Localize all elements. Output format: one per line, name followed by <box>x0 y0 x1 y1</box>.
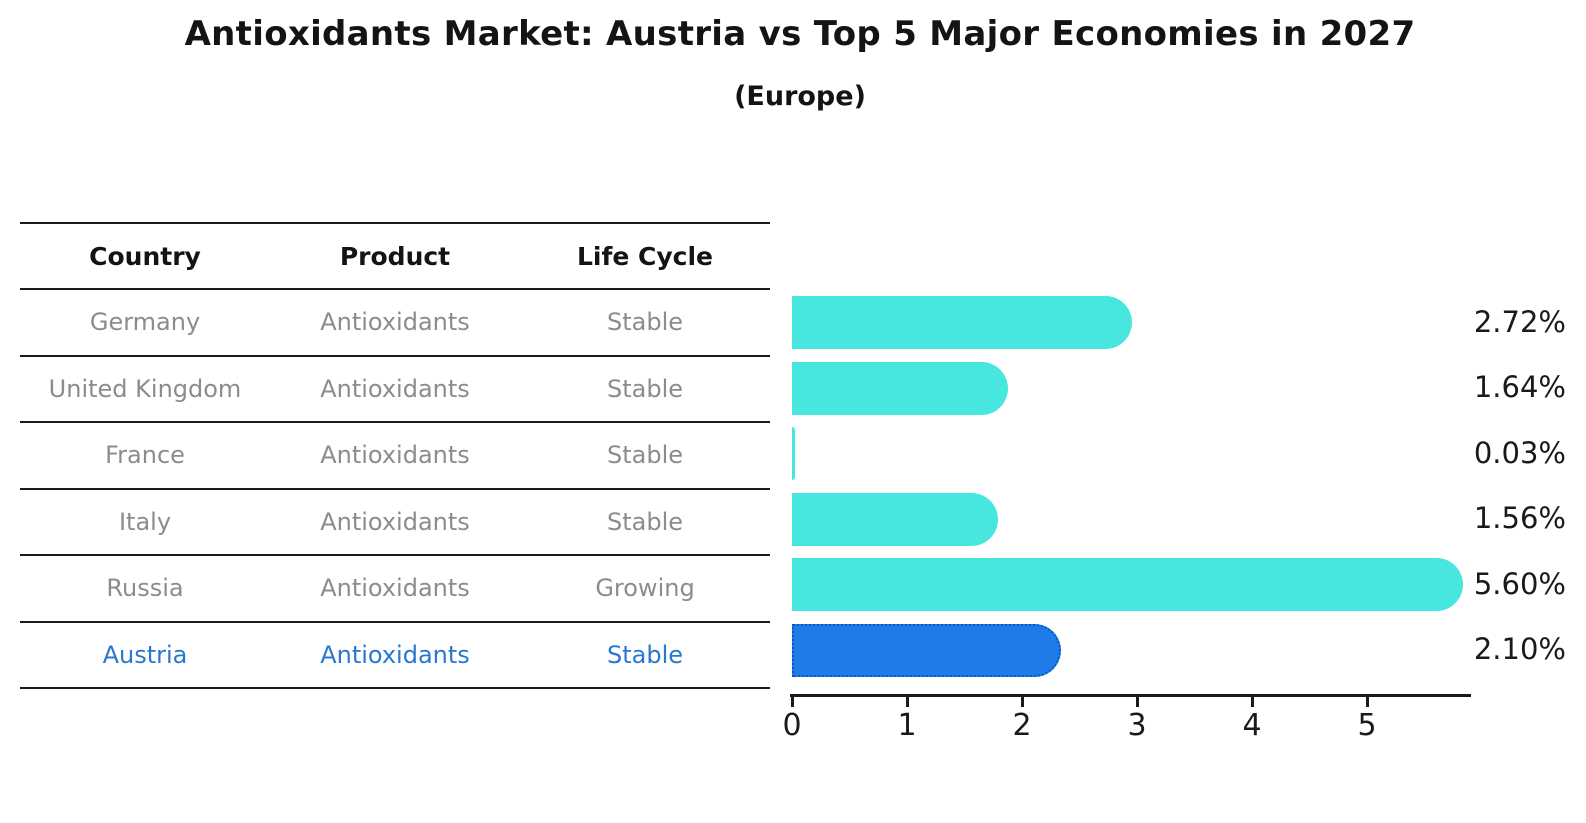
bar-germany <box>792 296 1132 349</box>
table-row-united-kingdom: United Kingdom Antioxidants Stable <box>20 357 770 423</box>
x-axis-tick <box>1135 697 1139 707</box>
life-cycle-cell: Growing <box>595 574 695 603</box>
value-label-united-kingdom: 1.64% <box>1473 370 1566 404</box>
bar-russia <box>792 558 1463 611</box>
value-label-italy: 1.56% <box>1473 501 1566 535</box>
x-axis-tick-label: 5 <box>1357 708 1377 743</box>
country-cell: United Kingdom <box>48 374 242 403</box>
product-cell: Antioxidants <box>320 374 470 403</box>
x-axis-tick <box>905 697 909 707</box>
table-row-france: France Antioxidants Stable <box>20 423 770 490</box>
x-axis-tick <box>1250 697 1254 707</box>
table-header-row: Country Product Life Cycle <box>20 224 770 290</box>
life-cycle-cell: Stable <box>606 308 684 337</box>
bar-austria <box>792 623 1061 677</box>
table-header-country: Country <box>89 241 201 271</box>
life-cycle-cell: Stable <box>606 507 684 536</box>
x-axis-tick-label: 1 <box>897 708 917 743</box>
chart-subtitle: (Europe) <box>734 81 866 112</box>
country-cell: France <box>105 441 185 470</box>
table-row-italy: Italy Antioxidants Stable <box>20 490 770 556</box>
table-header-life-cycle: Life Cycle <box>576 241 714 271</box>
x-axis-line <box>790 694 1471 697</box>
x-axis-tick-label: 3 <box>1127 708 1147 743</box>
value-label-france: 0.03% <box>1473 435 1566 470</box>
life-cycle-cell: Stable <box>606 441 684 470</box>
product-cell: Antioxidants <box>320 441 470 470</box>
product-cell: Antioxidants <box>320 574 470 603</box>
country-cell: Italy <box>118 507 172 536</box>
country-cell: Austria <box>102 640 188 669</box>
bar-united-kingdom <box>792 361 1008 415</box>
table-header-product: Product <box>339 241 451 271</box>
life-cycle-cell: Stable <box>606 640 684 669</box>
table-row-germany: Germany Antioxidants Stable <box>20 290 770 357</box>
x-axis-tick-label: 0 <box>782 708 802 743</box>
chart-title: Antioxidants Market: Austria vs Top 5 Ma… <box>184 14 1416 54</box>
x-axis-tick <box>790 697 794 707</box>
country-cell: Germany <box>89 308 201 337</box>
country-cell: Russia <box>106 574 184 603</box>
country-table: Country Product Life Cycle Germany Antioxida… <box>20 222 770 689</box>
product-cell: Antioxidants <box>320 507 470 536</box>
bar-france <box>792 427 796 480</box>
life-cycle-cell: Stable <box>606 374 684 403</box>
product-cell: Antioxidants <box>320 308 470 337</box>
x-axis-tick-label: 4 <box>1242 708 1262 743</box>
table-row-russia: Russia Antioxidants Growing <box>20 556 770 623</box>
x-axis-tick <box>1365 697 1369 707</box>
value-label-russia: 5.60% <box>1473 566 1566 601</box>
bar-italy <box>792 492 999 546</box>
value-label-austria: 2.10% <box>1473 632 1566 666</box>
x-axis-tick <box>1020 697 1024 707</box>
table-row-austria: Austria Antioxidants Stable <box>20 623 770 689</box>
product-cell: Antioxidants <box>320 640 470 669</box>
x-axis-tick-label: 2 <box>1012 708 1032 743</box>
value-label-germany: 2.72% <box>1473 304 1566 339</box>
